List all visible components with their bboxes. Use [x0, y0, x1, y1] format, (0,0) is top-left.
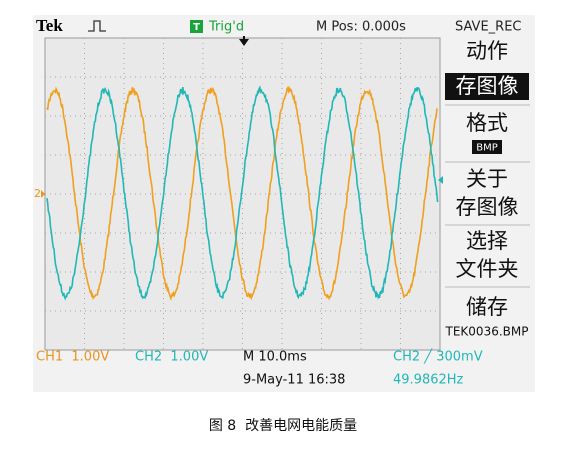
brand: Tek	[36, 16, 63, 35]
menu-label: 动作	[466, 39, 508, 63]
frequency: 49.9862Hz	[393, 373, 464, 388]
ch1-scale: CH1 1.00V	[36, 350, 109, 365]
ch2-scale: CH2 1.00V	[135, 350, 208, 365]
menu-label[interactable]: 储存	[466, 295, 508, 319]
datetime: 9-May-11 16:38	[243, 373, 345, 388]
menu-value-box	[472, 140, 502, 154]
trigger-icon	[88, 20, 106, 32]
trigger-box	[190, 20, 203, 33]
trigger-mark: T	[193, 22, 200, 33]
menu-value[interactable]: BMP	[476, 143, 498, 154]
menu-value: TEK0036.BMP	[445, 325, 529, 339]
grid	[45, 38, 440, 350]
trigger-status: Trig'd	[208, 20, 244, 35]
channel-marker-arrow	[41, 190, 45, 198]
menu-label: 格式	[466, 111, 508, 135]
menu-line[interactable]: 选择	[466, 229, 508, 253]
menu-line[interactable]: 文件夹	[456, 257, 519, 281]
trigger-level-arrow	[438, 176, 443, 184]
ch2-waveform	[46, 85, 439, 301]
menu-title: SAVE_REC	[455, 20, 522, 35]
trigger-setting: CH2 ╱ 300mV	[393, 348, 483, 365]
channel-marker: 2	[34, 187, 41, 200]
menu-line[interactable]: 关于	[466, 167, 508, 191]
trigger-position-arrow	[239, 39, 249, 46]
menu-value[interactable]: 存图像	[456, 74, 519, 98]
waveforms	[46, 85, 439, 301]
menu-value-box	[445, 73, 529, 100]
caption: 图 8 改善电网电能质量	[209, 418, 357, 434]
menu-line[interactable]: 存图像	[456, 195, 519, 219]
ch1-waveform	[46, 85, 438, 301]
position: M Pos: 0.000s	[316, 20, 406, 35]
timebase: M 10.0ms	[243, 350, 307, 365]
